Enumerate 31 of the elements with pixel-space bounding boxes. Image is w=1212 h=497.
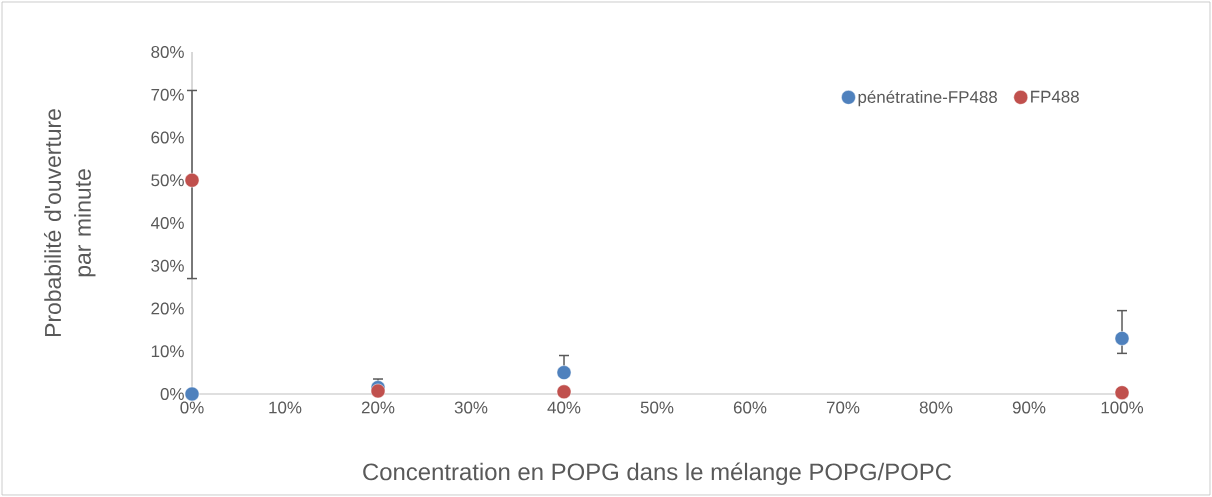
x-tick-label: 10% [269,401,302,414]
y-tick-label: 50% [151,174,184,187]
y-tick-label: 0% [160,387,184,400]
point [1114,385,1130,400]
y-tick-label: 80% [151,46,184,58]
y-tick-label: 60% [151,131,184,144]
x-axis-title: Concentration en POPG dans le mélange POPG/POPC [363,462,952,486]
x-tick-label: 50% [640,401,674,414]
legend-label: FP488 [1031,90,1079,103]
x-tick-label: 100% [1101,401,1144,414]
y-axis-title: Probabilité d'ouverture par minute [43,109,96,337]
x-tick-label: 20% [361,401,395,414]
point [184,172,200,188]
x-tick-label: 80% [919,401,953,414]
x-tick-label: 70% [826,401,860,414]
y-tick-label: 30% [151,259,184,272]
point [556,365,572,380]
point [184,386,200,402]
legend-label: pénétratine-FP488 [858,90,997,107]
x-tick-label: 90% [1012,401,1046,414]
x-tick-label: 0% [180,401,204,414]
y-tick-label: 40% [150,216,184,229]
x-tick-label: 40% [547,401,581,414]
y-tick-label: 20% [151,302,184,315]
point [1114,331,1130,346]
x-tick-label: 30% [454,401,488,414]
point [370,383,386,399]
x-tick-label: 60% [733,401,767,414]
point [556,384,572,400]
y-tick-label: 10% [151,345,184,358]
y-tick-label: 70% [151,88,184,101]
